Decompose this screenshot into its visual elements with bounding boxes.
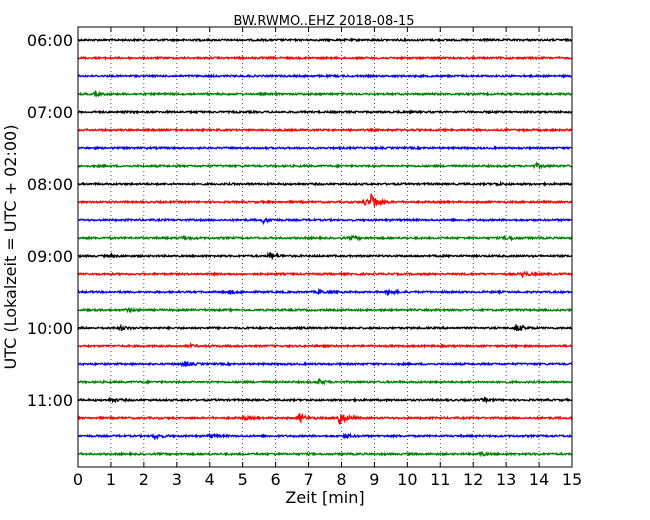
trace-1000 xyxy=(77,323,573,332)
y-axis-label: UTC (Lokalzeit = UTC + 02:00) xyxy=(1,125,20,370)
trace-0645 xyxy=(77,89,573,98)
trace-1030 xyxy=(77,360,573,368)
y-tick-label: 07:00 xyxy=(27,103,73,122)
trace-0915 xyxy=(77,270,573,278)
y-tick-label: 10:00 xyxy=(27,319,73,338)
x-tick-label: 11 xyxy=(430,470,450,489)
trace-0845 xyxy=(77,234,573,243)
trace-1130 xyxy=(77,432,573,441)
y-tick-label: 06:00 xyxy=(27,31,73,50)
x-axis: 0 1 2 3 4 5 6 7 8 9 10 11 12 13 14 15 xyxy=(73,27,582,489)
x-tick-label: 15 xyxy=(562,470,582,489)
plot-frame xyxy=(77,26,573,468)
x-tick-label: 0 xyxy=(73,470,83,489)
y-tick-label: 09:00 xyxy=(27,247,73,266)
x-tick-label: 9 xyxy=(369,470,379,489)
x-tick-label: 2 xyxy=(139,470,149,489)
chart-title: BW.RWMO..EHZ 2018-08-15 xyxy=(233,14,414,29)
trace-1115 xyxy=(77,412,573,425)
trace-0900 xyxy=(77,251,573,261)
trace-1045 xyxy=(77,377,573,386)
x-axis-label: Zeit [min] xyxy=(285,488,364,507)
trace-0700 xyxy=(77,109,573,115)
x-tick-label: 10 xyxy=(397,470,417,489)
x-tick-label: 14 xyxy=(529,470,549,489)
traces xyxy=(77,37,573,458)
x-tick-label: 5 xyxy=(238,470,248,489)
trace-0715 xyxy=(77,127,573,133)
trace-0930 xyxy=(77,287,573,296)
x-tick-label: 7 xyxy=(303,470,313,489)
x-tick-label: 4 xyxy=(205,470,215,489)
x-tick-label: 12 xyxy=(463,470,483,489)
y-tick-label: 11:00 xyxy=(27,391,73,410)
trace-0815 xyxy=(77,193,573,207)
x-tick-label: 13 xyxy=(496,470,516,489)
trace-0745 xyxy=(77,161,573,171)
y-axis: 06:00 07:00 08:00 09:00 10:00 11:00 xyxy=(27,31,83,410)
grid xyxy=(110,27,540,467)
x-tick-label: 6 xyxy=(271,470,281,489)
y-tick-label: 08:00 xyxy=(27,175,73,194)
trace-0730 xyxy=(77,145,573,151)
trace-0830 xyxy=(77,216,573,226)
trace-1015 xyxy=(77,341,573,350)
x-tick-label: 8 xyxy=(336,470,346,489)
trace-1145 xyxy=(77,450,573,458)
x-tick-label: 3 xyxy=(172,470,182,489)
trace-0600 xyxy=(77,37,573,43)
trace-0800 xyxy=(77,180,573,187)
trace-1100 xyxy=(77,396,573,404)
trace-0630 xyxy=(77,73,573,79)
trace-0615 xyxy=(77,55,573,61)
trace-0945 xyxy=(77,306,573,314)
x-tick-label: 1 xyxy=(106,470,116,489)
